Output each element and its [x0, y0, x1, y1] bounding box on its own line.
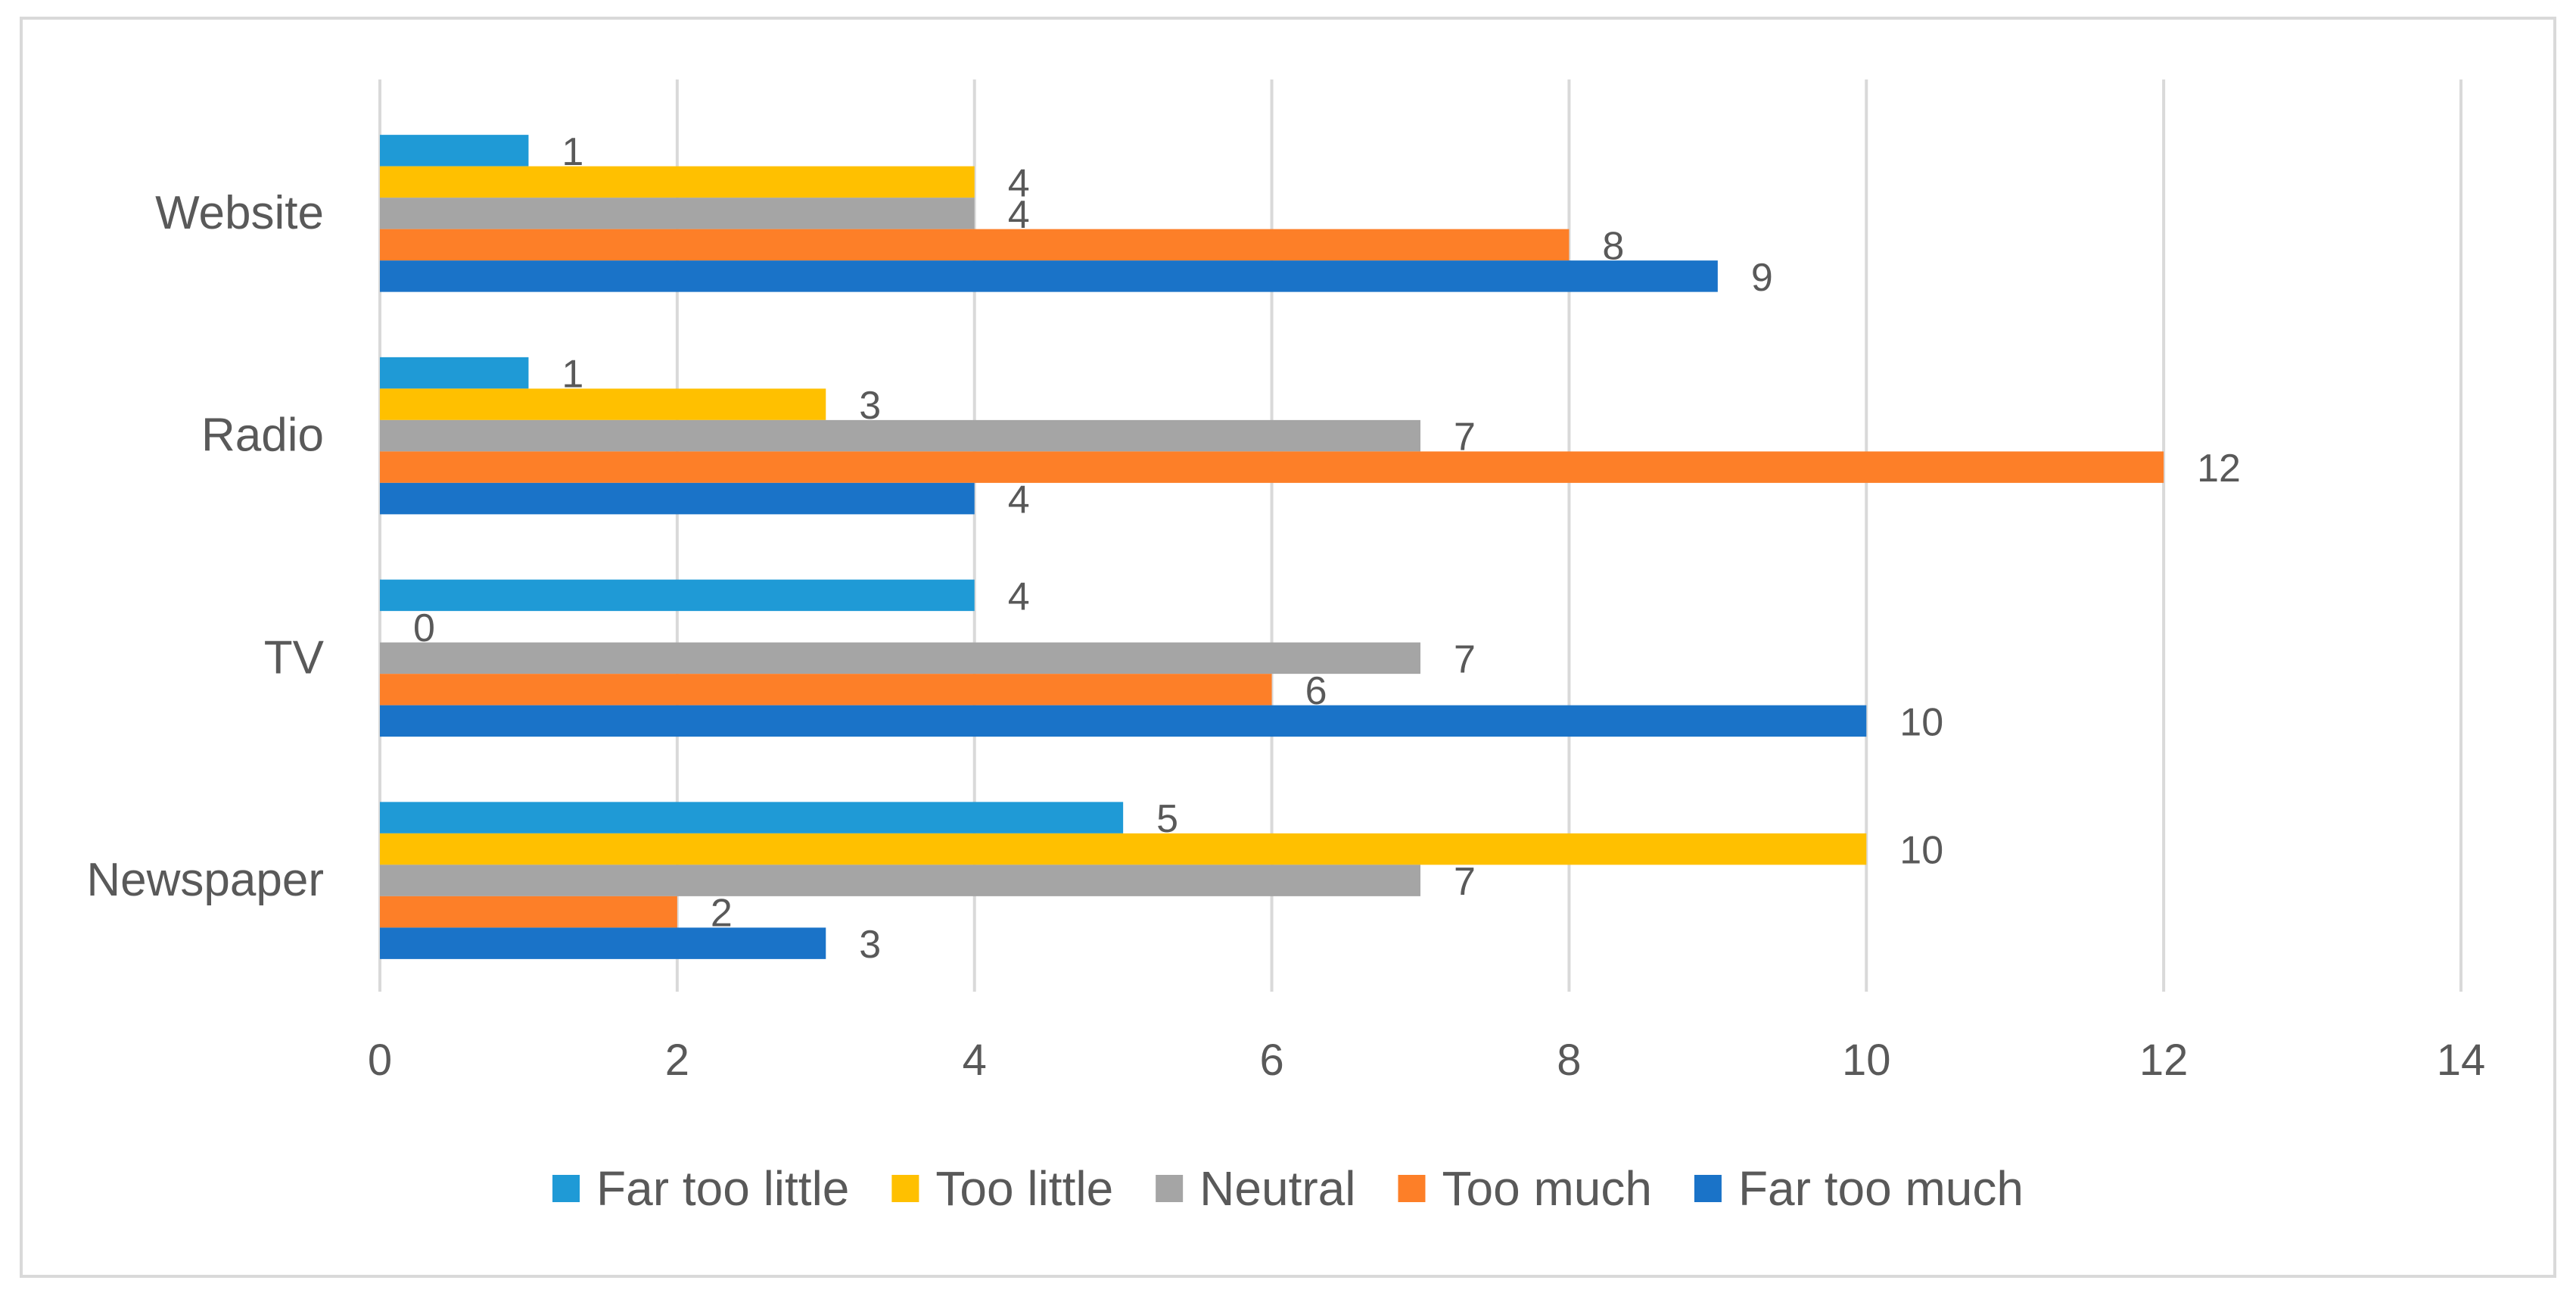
legend-swatch — [1398, 1175, 1426, 1202]
bar — [380, 482, 975, 515]
data-label: 7 — [1454, 637, 1476, 681]
bar — [380, 260, 1718, 292]
bar — [380, 166, 975, 198]
bar — [380, 198, 975, 229]
bar — [380, 357, 529, 389]
x-tick-label: 4 — [963, 1036, 987, 1085]
category-label: TV — [264, 631, 325, 684]
bar — [380, 451, 2164, 483]
legend-label: Neutral — [1199, 1161, 1355, 1216]
bar — [380, 802, 1124, 833]
data-label: 1 — [562, 353, 583, 397]
bar — [380, 865, 1420, 896]
data-label: 4 — [1008, 575, 1030, 618]
bar — [380, 229, 1570, 261]
legend: Far too little Too little Neutral Too much F… — [552, 1161, 2024, 1216]
data-label: 1 — [562, 130, 583, 174]
bar — [380, 674, 1272, 706]
bar — [380, 896, 677, 928]
legend-swatch — [891, 1175, 919, 1202]
bar — [380, 833, 1867, 865]
x-tick-label: 12 — [2139, 1036, 2189, 1085]
x-tick-label: 0 — [368, 1036, 392, 1085]
data-label: 6 — [1305, 669, 1327, 713]
data-label: 12 — [2197, 447, 2241, 491]
legend-label: Too little — [935, 1161, 1113, 1216]
bar — [380, 705, 1867, 737]
category-label: Website — [155, 187, 324, 239]
category-labels: Newspaper TV Radio Website — [86, 187, 324, 906]
data-label: 8 — [1602, 224, 1624, 268]
data-label: 3 — [859, 923, 881, 967]
legend-swatch — [552, 1175, 580, 1202]
x-tick-label: 6 — [1259, 1036, 1283, 1085]
legend-label: Far too much — [1738, 1161, 2024, 1216]
data-label: 2 — [711, 892, 733, 936]
data-label: 4 — [1008, 478, 1030, 522]
data-label: 9 — [1751, 256, 1773, 300]
data-label: 10 — [1899, 700, 1943, 744]
bar — [380, 927, 826, 959]
data-label: 10 — [1899, 829, 1943, 873]
data-label: 0 — [413, 606, 435, 650]
category-label: Newspaper — [86, 854, 324, 906]
bars — [380, 135, 2164, 959]
x-tick-label: 2 — [665, 1036, 689, 1085]
legend-swatch — [1694, 1175, 1722, 1202]
x-axis-ticks: 0 2 4 6 8 10 12 14 — [368, 1036, 2485, 1085]
x-tick-label: 10 — [1842, 1036, 1891, 1085]
x-tick-label: 8 — [1557, 1036, 1581, 1085]
legend-label: Too much — [1442, 1161, 1651, 1216]
data-label: 3 — [859, 384, 881, 428]
bar — [380, 642, 1420, 674]
category-label: Radio — [201, 410, 324, 462]
data-label: 7 — [1454, 860, 1476, 904]
data-label: 4 — [1008, 193, 1030, 237]
bar — [380, 419, 1420, 452]
data-label: 4 — [1008, 161, 1030, 205]
bar — [380, 388, 826, 420]
data-label: 7 — [1454, 416, 1476, 460]
legend-swatch — [1156, 1175, 1184, 1202]
legend-label: Far too little — [596, 1161, 849, 1216]
bar — [380, 135, 529, 167]
x-tick-label: 14 — [2437, 1036, 2486, 1085]
data-label: 5 — [1156, 797, 1178, 841]
bar — [380, 579, 975, 612]
